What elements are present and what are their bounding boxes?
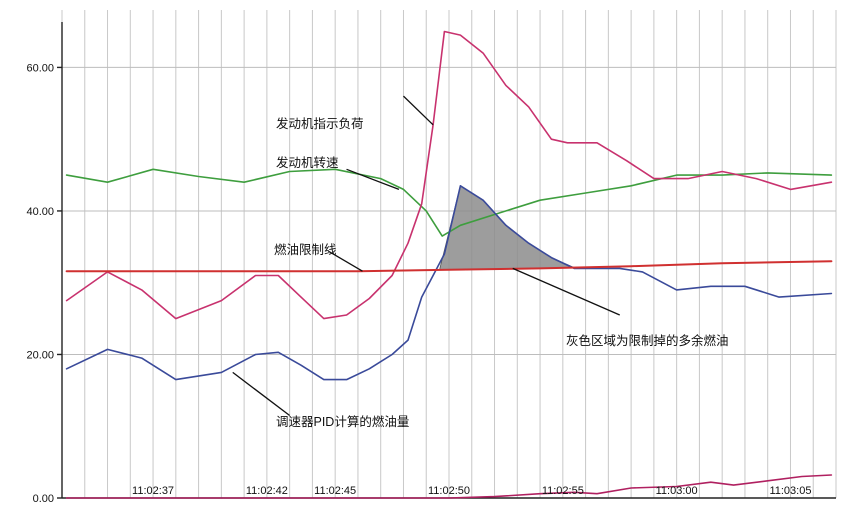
x-tick-label: 11:02:55 — [542, 485, 584, 497]
series-line-pid — [65, 185, 833, 381]
series-line-bottom — [65, 474, 833, 499]
x-tick-label: 11:02:37 — [132, 485, 174, 497]
leader-line-limit — [328, 250, 363, 272]
series-line-speed — [65, 168, 833, 237]
annotation-shade: 灰色区域为限制掉的多余燃油 — [566, 333, 729, 348]
annotation-limit: 燃油限制线 — [274, 242, 337, 257]
x-tick-label: 11:02:50 — [428, 485, 470, 497]
tick-labels: 0.00 20.00 40.00 60.00 11:02:37 11:02:42 11:02… — [26, 62, 811, 505]
annotations: 发动机指示负荷发动机转速燃油限制线灰色区域为限制掉的多余燃油调速器PID计算的燃… — [232, 95, 729, 429]
series-line-load — [65, 30, 833, 320]
series-lines — [65, 30, 833, 499]
y-tick-label: 20.00 — [26, 349, 54, 361]
annotation-speed: 发动机转速 — [276, 155, 339, 170]
leader-line-load — [403, 95, 434, 126]
x-tick-label: 11:03:05 — [769, 485, 811, 497]
y-tick-label: 40.00 — [26, 206, 54, 218]
series-line-limit — [65, 260, 833, 273]
x-tick-label: 11:02:42 — [246, 485, 288, 497]
y-tick-label: 60.00 — [26, 62, 54, 74]
leader-line-pid — [232, 371, 291, 416]
annotation-load: 发动机指示负荷 — [276, 116, 364, 131]
annotation-pid: 调速器PID计算的燃油量 — [276, 414, 409, 429]
x-tick-label: 11:02:45 — [314, 485, 356, 497]
leader-line-shade — [512, 267, 620, 316]
y-tick-label: 0.00 — [33, 493, 54, 505]
leader-line-speed — [346, 168, 400, 191]
x-tick-label: 11:03:00 — [656, 485, 698, 497]
